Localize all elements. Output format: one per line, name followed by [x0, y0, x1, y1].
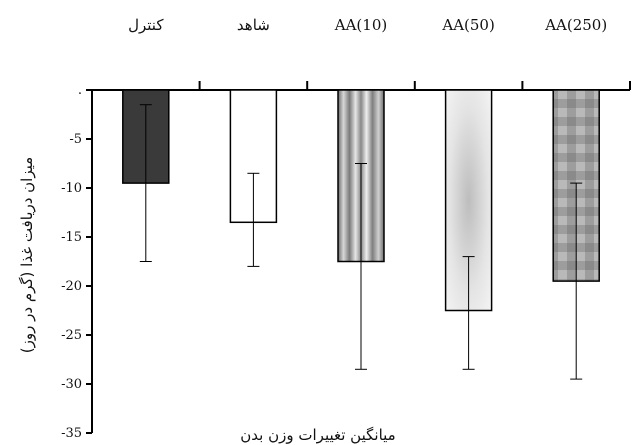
y-tick-label: -25 [61, 328, 82, 343]
y-tick-label: -35 [61, 426, 82, 441]
error-bars [139, 104, 583, 380]
y-tick-label: -20 [61, 279, 82, 294]
y-tick-label: -10 [61, 181, 82, 196]
y-axis-title: میزان دریافت غذا (گرم در روز) [18, 157, 36, 353]
category-label: کنترل [128, 16, 164, 34]
y-tick-label: . [78, 83, 82, 98]
y-tick-label: -30 [61, 377, 82, 392]
category-label: AA(10) [334, 16, 387, 34]
category-label: AA(250) [544, 16, 607, 34]
category-label: AA(50) [441, 16, 494, 34]
y-tick-label: -5 [69, 132, 82, 147]
category-label: شاهد [237, 16, 270, 34]
category-labels: کنترل شاهد AA(10) AA(50) AA(250) [128, 16, 607, 34]
x-axis-title: میانگین تغییرات وزن بدن [240, 426, 395, 444]
bars [122, 89, 600, 312]
y-tick-labels: . -5 -10 -15 -20 -25 -30 -35 [61, 83, 82, 441]
y-tick-label: -15 [61, 230, 82, 245]
